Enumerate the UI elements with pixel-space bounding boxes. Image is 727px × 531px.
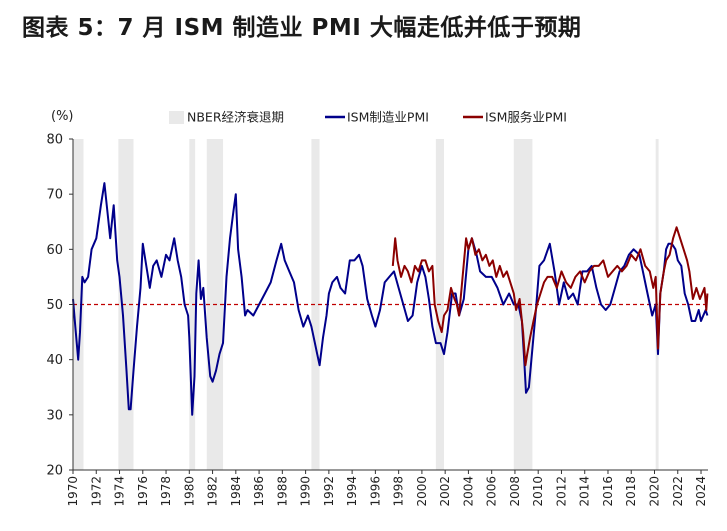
x-tick-label: 2018 bbox=[624, 476, 638, 507]
legend-label-manufacturing: ISM制造业PMI bbox=[347, 110, 429, 125]
y-axis-unit-label: (%) bbox=[51, 109, 74, 124]
legend: NBER经济衰退期 ISM制造业PMI ISM服务业PMI bbox=[169, 110, 567, 125]
recession-band bbox=[73, 139, 84, 470]
x-tick-label: 1982 bbox=[206, 476, 220, 507]
y-tick-label: 50 bbox=[46, 298, 63, 313]
x-tick-label: 2006 bbox=[485, 476, 499, 507]
chart-title: 图表 5：7 月 ISM 制造业 PMI 大幅走低并低于预期 bbox=[22, 15, 582, 41]
x-tick-label: 1976 bbox=[136, 476, 150, 507]
y-tick-label: 20 bbox=[46, 464, 63, 479]
legend-swatch-recession bbox=[169, 111, 184, 124]
y-tick-label: 60 bbox=[46, 243, 63, 258]
recession-band bbox=[311, 139, 320, 470]
x-tick-label: 1990 bbox=[299, 476, 313, 507]
x-tick-label: 1986 bbox=[252, 476, 266, 507]
y-tick-label: 70 bbox=[46, 188, 63, 203]
x-tick-label: 2000 bbox=[415, 476, 429, 507]
x-tick-label: 1998 bbox=[392, 476, 406, 507]
x-tick-label: 1994 bbox=[345, 476, 359, 507]
x-tick-label: 2010 bbox=[531, 476, 545, 507]
x-tick-label: 1992 bbox=[322, 476, 336, 507]
x-tick-label: 1988 bbox=[275, 476, 289, 507]
x-tick-label: 2020 bbox=[648, 476, 662, 507]
x-tick-label: 1980 bbox=[182, 476, 196, 507]
series-line-services bbox=[391, 226, 709, 367]
x-tick-label: 1996 bbox=[368, 476, 382, 507]
x-tick-label: 2016 bbox=[601, 476, 615, 507]
x-tick-label: 2014 bbox=[578, 476, 592, 507]
x-tick-label: 2008 bbox=[508, 476, 522, 507]
x-tick-label: 2004 bbox=[461, 476, 475, 507]
x-tick-label: 2002 bbox=[438, 476, 452, 507]
x-tick-label: 1972 bbox=[89, 476, 103, 507]
y-tick-label: 40 bbox=[46, 353, 63, 368]
x-tick-label: 1974 bbox=[113, 476, 127, 507]
y-tick-label: 30 bbox=[46, 408, 63, 423]
x-tick-label: 2022 bbox=[671, 476, 685, 507]
x-tick-label: 1978 bbox=[159, 476, 173, 507]
x-tick-label: 2024 bbox=[694, 476, 708, 507]
x-tick-label: 1984 bbox=[229, 476, 243, 507]
x-tick-label: 2012 bbox=[554, 476, 568, 507]
y-tick-label: 80 bbox=[46, 133, 63, 148]
x-tick-label: 1970 bbox=[66, 476, 80, 507]
legend-label-services: ISM服务业PMI bbox=[485, 110, 567, 125]
legend-label-recession: NBER经济衰退期 bbox=[187, 110, 284, 125]
axes: 20 30 40 50 60 70 80 (%) 1970 1972 1974 1976 1978 198… bbox=[46, 109, 708, 507]
series-line-manufacturing bbox=[72, 182, 709, 416]
series-lines bbox=[72, 182, 709, 416]
